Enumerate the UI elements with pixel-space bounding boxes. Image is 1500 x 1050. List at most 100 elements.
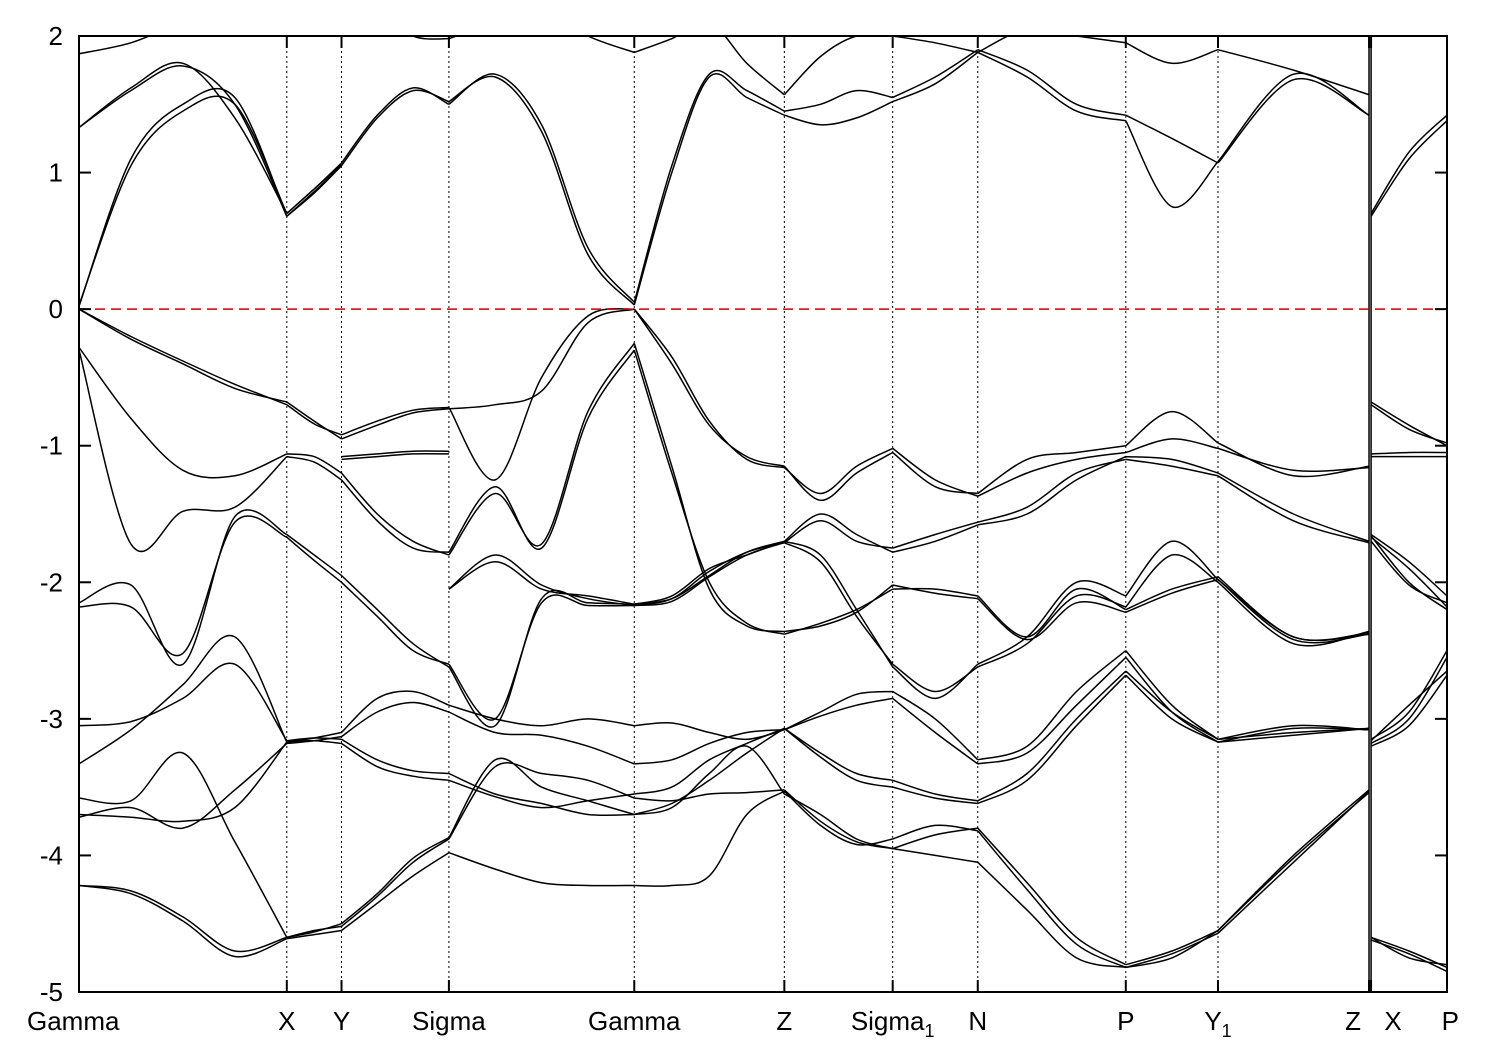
band-line [286, 536, 342, 583]
band-line [977, 861, 1126, 969]
band-line [1371, 36, 1374, 37]
band-line [448, 762, 635, 840]
band-line [783, 520, 893, 549]
x-tick-label-text: P [1442, 1006, 1459, 1036]
y-tick-label: -2 [40, 567, 63, 597]
band-line [892, 697, 979, 765]
band-line [341, 701, 450, 738]
band-line [79, 346, 288, 479]
band-line [448, 36, 635, 54]
band-line [1370, 533, 1447, 597]
x-tick-label-text: Y [1204, 1006, 1221, 1036]
band-line [783, 451, 894, 502]
band-line [341, 742, 449, 782]
band-line [784, 697, 893, 731]
plot-frame [78, 35, 1448, 993]
band-line [784, 540, 894, 668]
band-line [634, 727, 785, 816]
band-line [1125, 929, 1219, 969]
high-symmetry-gridlines [286, 36, 1372, 992]
band-line [1370, 536, 1447, 608]
band-line [1217, 447, 1370, 473]
band-line [977, 830, 1127, 969]
band-line [1125, 674, 1219, 743]
band-line [977, 656, 1127, 765]
x-tick-label: Y1 [1204, 1006, 1231, 1041]
band-line [892, 663, 979, 700]
band-line [1125, 540, 1219, 597]
band-line [79, 349, 288, 553]
band-line [448, 75, 635, 306]
band-line [79, 742, 288, 829]
band-line [79, 751, 288, 938]
x-tick-label: P [1442, 1006, 1459, 1036]
x-tick-label-text: X [278, 1006, 295, 1036]
band-line [79, 95, 288, 306]
band-line [341, 450, 449, 458]
band-line [448, 711, 635, 765]
y-tick-label: -1 [40, 431, 63, 461]
band-line [892, 587, 978, 597]
x-tick-label-text: X [1384, 1006, 1401, 1036]
band-line [977, 650, 1127, 761]
band-line [340, 89, 450, 167]
band-line [1370, 114, 1447, 214]
y-tick-label: -4 [40, 840, 63, 870]
band-line [1370, 401, 1447, 447]
x-tick-label-subscript: 1 [925, 1021, 935, 1041]
band-line [286, 453, 342, 474]
band-line [448, 779, 635, 809]
band-line [634, 541, 785, 607]
band-line [633, 73, 785, 306]
band-line [79, 308, 287, 403]
band-line [634, 722, 785, 741]
band-line [341, 852, 450, 932]
x-tick-label-text: Z [776, 1006, 792, 1036]
band-line [784, 100, 894, 126]
band-line [286, 737, 342, 742]
band-line [977, 674, 1127, 805]
band-line [1125, 554, 1219, 608]
band-line [977, 451, 1126, 497]
band-line [341, 838, 450, 927]
band-line [1125, 120, 1219, 208]
band-line [783, 727, 893, 782]
x-tick-label: Z [776, 1006, 792, 1036]
band-line [1217, 48, 1370, 96]
band-line [892, 521, 979, 549]
band-line [977, 580, 1127, 665]
band-line [892, 584, 978, 600]
band-line [286, 739, 342, 745]
band-line [1217, 77, 1370, 164]
band-line [340, 472, 450, 556]
x-tick-label-text: P [1117, 1006, 1134, 1036]
band-line [783, 793, 893, 850]
band-line [892, 847, 978, 864]
band-line [1125, 438, 1219, 454]
band-line [340, 574, 450, 668]
band-line [448, 307, 635, 481]
band-line [1125, 458, 1219, 477]
band-line [634, 790, 785, 887]
band-line [79, 634, 288, 765]
x-tick-label: Z [1345, 1006, 1361, 1036]
band-line [633, 69, 785, 303]
x-tick-label: Sigma1 [851, 1006, 935, 1041]
band-line [448, 772, 635, 817]
band-line [79, 741, 288, 823]
band-line [892, 524, 979, 553]
band-line [977, 455, 1127, 526]
band-line [448, 349, 635, 553]
band-line [633, 308, 785, 467]
band-line [79, 308, 288, 406]
band-line [1125, 929, 1219, 966]
band-lines [79, 36, 1447, 973]
band-line [1125, 455, 1219, 474]
band-line [1370, 120, 1447, 217]
band-line [634, 36, 785, 96]
band-line [892, 827, 978, 850]
band-line [79, 884, 288, 953]
band-line [977, 670, 1127, 802]
band-line [977, 593, 1127, 668]
